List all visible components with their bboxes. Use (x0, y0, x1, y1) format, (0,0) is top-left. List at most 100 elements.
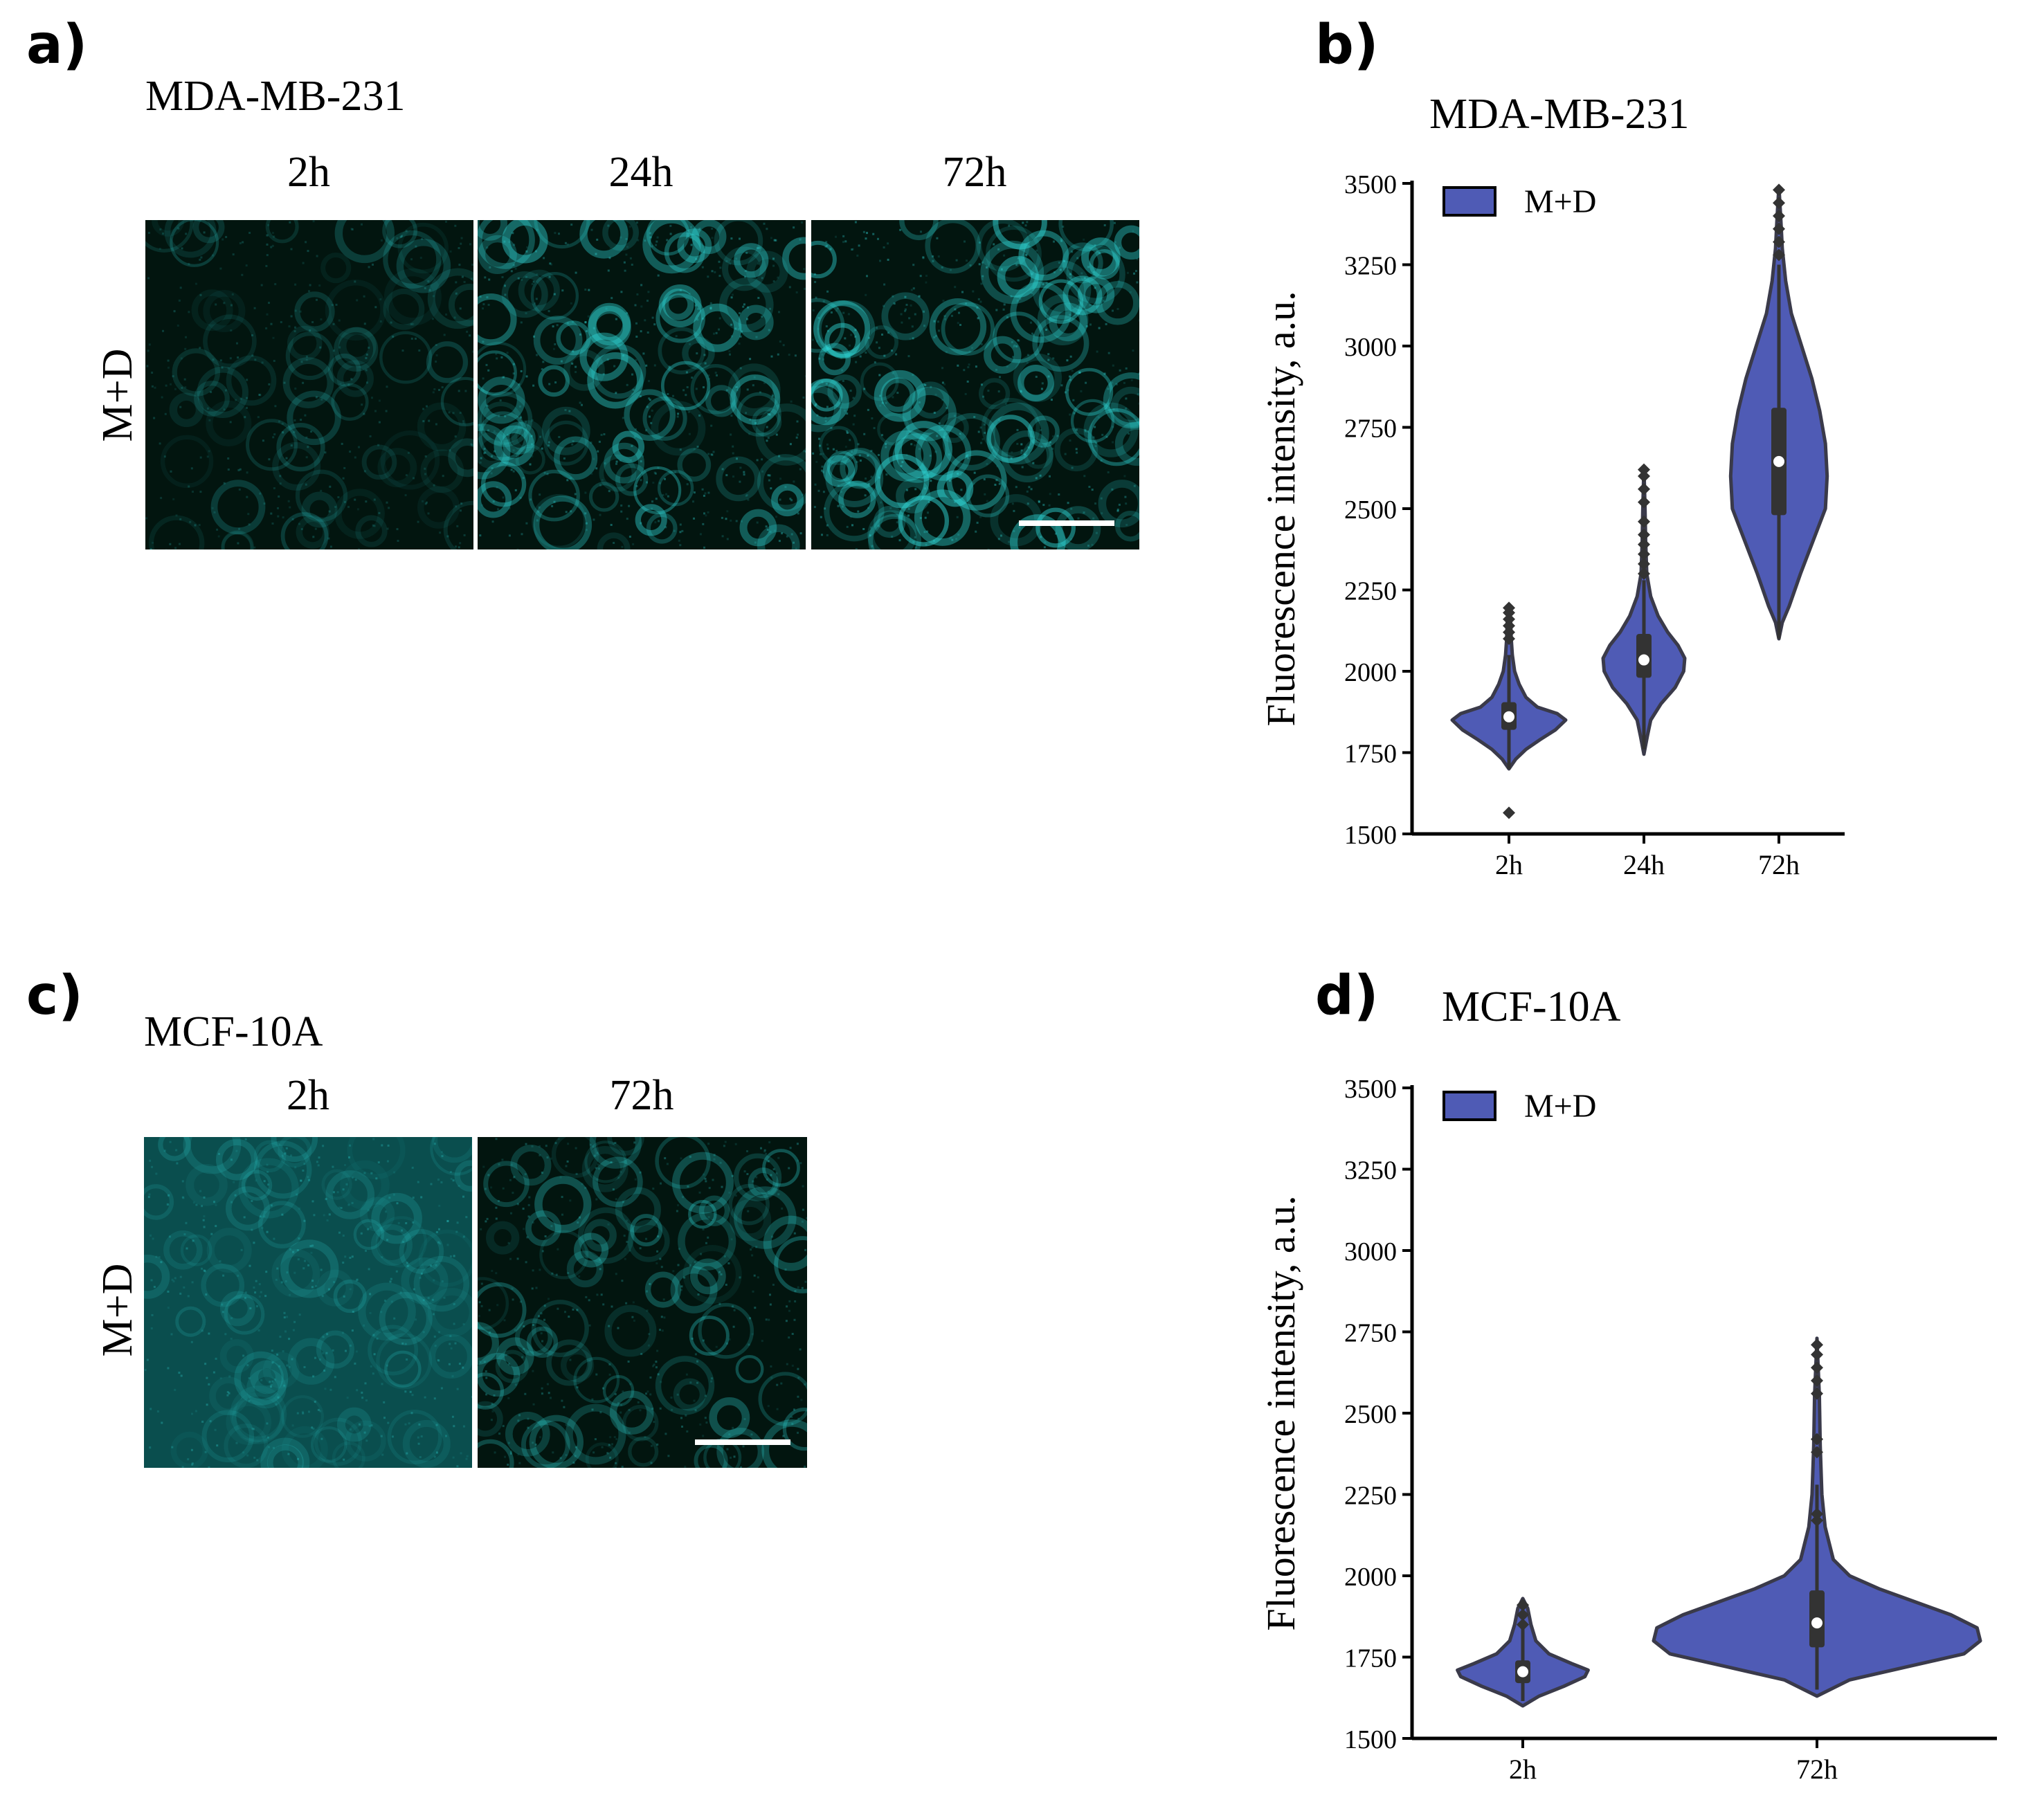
speckle (388, 507, 390, 509)
speckle (251, 1428, 254, 1430)
speckle (904, 296, 907, 298)
speckle (667, 495, 669, 498)
speckle (253, 1428, 255, 1430)
speckle (628, 504, 631, 507)
speckle (386, 527, 389, 530)
speckle (730, 415, 733, 417)
cell (478, 391, 533, 447)
speckle (965, 302, 968, 305)
speckle (163, 1149, 166, 1152)
speckle (659, 1257, 662, 1260)
speckle (525, 1261, 527, 1264)
speckle (395, 1270, 398, 1273)
speckle (1087, 266, 1089, 269)
cell (556, 320, 591, 356)
speckle (1117, 280, 1120, 282)
speckle (175, 514, 178, 517)
speckle (536, 273, 539, 276)
cell (314, 1417, 363, 1466)
y-tick-label: 2500 (1344, 1400, 1397, 1429)
speckle (789, 443, 792, 446)
speckle (231, 293, 234, 296)
speckle (238, 527, 241, 530)
y-tick-label: 2500 (1344, 496, 1397, 525)
speckle (383, 1417, 386, 1419)
speckle (657, 1373, 660, 1376)
speckle (439, 531, 442, 534)
speckle (365, 353, 368, 356)
speckle (436, 1451, 438, 1454)
speckle (577, 1221, 579, 1224)
speckle (768, 413, 771, 416)
speckle (502, 1425, 505, 1428)
speckle (284, 1152, 287, 1155)
cell (818, 343, 851, 376)
speckle (954, 500, 957, 503)
speckle (987, 390, 990, 392)
speckle (228, 1375, 231, 1378)
speckle (529, 463, 532, 466)
cell (221, 530, 254, 549)
speckle (849, 516, 852, 518)
speckle (195, 1410, 197, 1412)
speckle (201, 1205, 204, 1208)
cell (478, 1372, 505, 1410)
speckle (470, 278, 473, 280)
speckle (374, 306, 377, 309)
speckle (248, 523, 251, 526)
speckle (718, 260, 721, 263)
speckle (522, 1208, 525, 1210)
outlier-point (1503, 612, 1515, 626)
cell (295, 469, 348, 522)
speckle (701, 266, 704, 269)
speckle (995, 309, 998, 311)
speckle (410, 258, 413, 261)
speckle (167, 1203, 170, 1206)
outlier-point (1638, 482, 1650, 496)
speckle (627, 1361, 630, 1363)
speckle (943, 436, 946, 439)
speckle (396, 528, 399, 531)
speckle (273, 1237, 275, 1240)
speckle (739, 466, 742, 469)
speckle (259, 492, 262, 495)
cell (325, 280, 386, 341)
speckle (1040, 536, 1042, 538)
speckle (168, 1194, 170, 1197)
speckle (984, 432, 986, 434)
speckle (676, 1393, 679, 1396)
speckle (428, 289, 431, 291)
speckle (938, 329, 940, 332)
speckle (758, 246, 761, 249)
outlier-point (1811, 1387, 1823, 1400)
speckle (975, 365, 977, 368)
cell (383, 288, 425, 330)
speckle (615, 462, 617, 465)
speckle (320, 489, 323, 492)
speckle (235, 399, 237, 401)
cell (651, 401, 706, 456)
speckle (1067, 389, 1069, 392)
y-axis-label: Fluorescence intensity, a.u. (1258, 1195, 1303, 1630)
speckle (948, 480, 951, 482)
speckle (879, 394, 881, 397)
speckle (793, 1318, 796, 1321)
speckle (969, 264, 972, 266)
speckle (458, 247, 460, 249)
speckle (896, 521, 898, 524)
speckle (924, 383, 927, 386)
speckle (507, 1464, 509, 1466)
speckle (650, 421, 653, 424)
speckle (995, 479, 998, 482)
speckle (648, 1333, 651, 1336)
median-72h (1811, 1617, 1823, 1629)
cell (1054, 428, 1098, 472)
speckle (487, 429, 489, 432)
speckle (516, 1203, 519, 1206)
speckle (862, 528, 865, 530)
speckle (1132, 349, 1134, 352)
speckle (234, 1194, 237, 1197)
speckle (152, 1237, 154, 1240)
speckle (705, 1421, 708, 1424)
speckle (277, 1396, 280, 1399)
